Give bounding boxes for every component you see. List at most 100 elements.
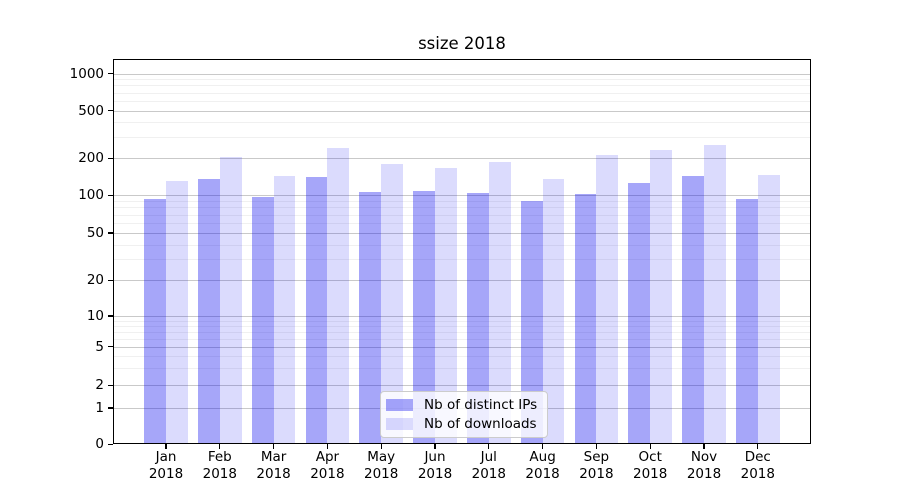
gridline-minor-700 xyxy=(113,92,811,94)
y-tick-1000 xyxy=(108,72,113,75)
bar-downloads-Nov xyxy=(704,145,726,445)
gridline-minor-3 xyxy=(113,368,811,370)
bar-downloads-Dec xyxy=(757,174,780,445)
legend-item-downloads: Nb of downloads xyxy=(386,415,539,434)
bars-layer xyxy=(113,59,811,445)
y-tick-label-2: 2 xyxy=(95,377,104,394)
gridline-major-2 xyxy=(113,385,811,387)
gridline-minor-40 xyxy=(113,244,811,246)
x-tick-label-Feb: Feb 2018 xyxy=(192,449,248,482)
x-tick-Jan xyxy=(165,444,167,449)
y-tick-label-1000: 1000 xyxy=(69,65,104,82)
x-tick-month: Aug xyxy=(529,449,556,465)
y-tick-200 xyxy=(108,157,113,159)
x-tick-year: 2018 xyxy=(740,465,775,482)
x-tick-label-Dec: Dec 2018 xyxy=(730,449,786,482)
legend-item-distinct-ips: Nb of distinct IPs xyxy=(386,396,539,415)
gridline-minor-800 xyxy=(113,85,811,87)
x-tick-Oct xyxy=(649,444,651,449)
y-tick-500 xyxy=(108,109,113,112)
x-tick-label-Nov: Nov 2018 xyxy=(676,449,732,482)
bar-downloads-Sep xyxy=(596,155,619,445)
bar-downloads-Mar xyxy=(273,176,296,445)
x-tick-label-Oct: Oct 2018 xyxy=(622,449,678,482)
gridline-major-1000 xyxy=(113,73,811,75)
bar-downloads-Jan xyxy=(166,180,188,445)
y-tick-label-20: 20 xyxy=(86,272,104,289)
gridline-major-200 xyxy=(113,158,811,160)
gridline-minor-600 xyxy=(113,100,811,102)
x-tick-year: 2018 xyxy=(256,465,291,482)
gridline-minor-4 xyxy=(113,356,811,358)
gridline-minor-9 xyxy=(113,320,811,322)
y-tick-label-100: 100 xyxy=(78,187,104,204)
bar-downloads-Jun xyxy=(435,167,457,445)
x-tick-month: May xyxy=(367,449,396,465)
gridline-minor-30 xyxy=(113,259,811,261)
bar-distinct-ips-Aug xyxy=(520,201,543,445)
bar-distinct-ips-Mar xyxy=(251,196,274,445)
gridline-major-10 xyxy=(113,316,811,317)
y-tick-20 xyxy=(108,279,113,281)
bar-downloads-Oct xyxy=(650,149,672,445)
x-tick-label-May: May 2018 xyxy=(353,449,409,482)
y-tick-50 xyxy=(108,232,113,234)
x-tick-year: 2018 xyxy=(202,465,237,482)
x-tick-Jul xyxy=(488,444,490,449)
x-tick-year: 2018 xyxy=(579,465,614,482)
x-tick-month: Jul xyxy=(480,449,497,465)
plot-area xyxy=(113,59,811,445)
x-tick-label-Mar: Mar 2018 xyxy=(246,449,302,482)
bar-distinct-ips-May xyxy=(359,192,382,445)
x-tick-year: 2018 xyxy=(364,465,399,482)
gridline-minor-90 xyxy=(113,201,811,203)
x-tick-month: Jun xyxy=(424,449,446,465)
x-tick-year: 2018 xyxy=(471,465,506,482)
y-tick-label-50: 50 xyxy=(86,225,104,241)
x-tick-Apr xyxy=(326,444,329,449)
x-tick-month: Jan xyxy=(155,449,177,465)
gridline-minor-7 xyxy=(113,331,811,333)
y-tick-5 xyxy=(108,346,113,348)
x-tick-year: 2018 xyxy=(525,465,560,482)
x-tick-year: 2018 xyxy=(310,465,345,482)
x-tick-month: Apr xyxy=(315,449,340,465)
chart-title: ssize 2018 xyxy=(418,34,506,53)
bar-distinct-ips-Nov xyxy=(682,176,704,445)
y-tick-0 xyxy=(108,443,113,445)
x-tick-label-Jul: Jul 2018 xyxy=(461,449,517,482)
bar-distinct-ips-Dec xyxy=(736,199,758,445)
bar-distinct-ips-Jul xyxy=(467,192,489,445)
gridline-minor-400 xyxy=(113,122,811,124)
bar-distinct-ips-Sep xyxy=(574,194,597,445)
gridline-major-5 xyxy=(113,346,811,348)
x-tick-month: Mar xyxy=(260,449,287,465)
y-tick-label-5: 5 xyxy=(95,338,104,355)
x-tick-label-Sep: Sep 2018 xyxy=(568,449,624,482)
x-tick-month: Oct xyxy=(638,449,662,465)
x-tick-month: Feb xyxy=(207,449,232,465)
y-tick-2 xyxy=(108,384,113,386)
x-tick-label-Aug: Aug 2018 xyxy=(515,449,571,482)
x-tick-year: 2018 xyxy=(417,465,453,482)
gridline-major-20 xyxy=(113,280,811,282)
y-tick-10 xyxy=(108,315,113,317)
legend-label-distinct-ips: Nb of distinct IPs xyxy=(424,397,538,414)
bar-distinct-ips-Apr xyxy=(305,176,328,445)
gridline-minor-80 xyxy=(113,207,811,209)
x-tick-year: 2018 xyxy=(633,465,668,482)
x-tick-Jun xyxy=(434,444,436,449)
legend-label-downloads: Nb of downloads xyxy=(424,415,537,432)
y-tick-1 xyxy=(108,407,113,409)
x-tick-Feb xyxy=(219,444,221,449)
gridline-major-50 xyxy=(113,233,811,234)
x-tick-month: Nov xyxy=(690,449,718,465)
x-tick-month: Dec xyxy=(744,449,771,465)
bar-distinct-ips-Jan xyxy=(144,199,166,445)
y-tick-label-200: 200 xyxy=(78,150,104,167)
x-tick-label-Jun: Jun 2018 xyxy=(407,449,463,482)
x-tick-label-Jan: Jan 2018 xyxy=(138,449,194,482)
legend: Nb of distinct IPs Nb of downloads xyxy=(380,391,548,438)
bar-downloads-Aug xyxy=(542,178,565,445)
